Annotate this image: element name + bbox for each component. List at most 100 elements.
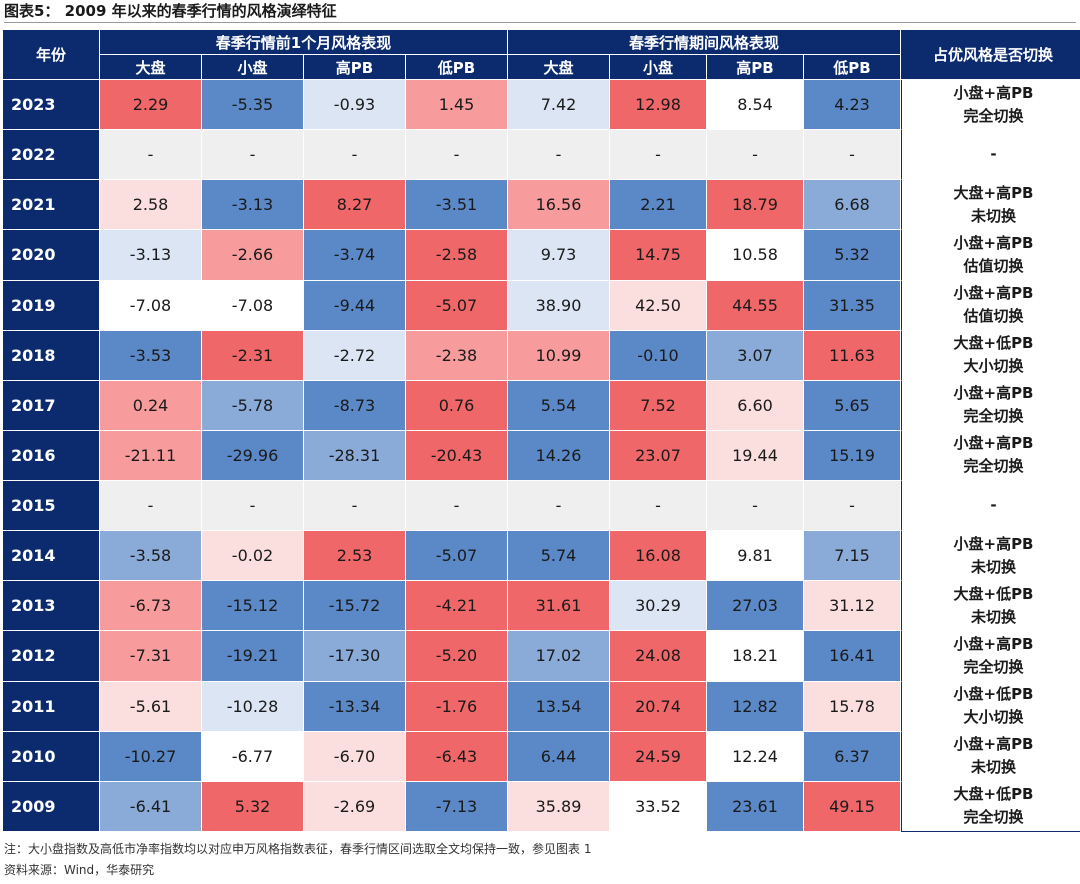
subheader-low-pb: 低PB <box>406 55 508 80</box>
row-year: 2009 <box>3 781 100 832</box>
row-year: 2012 <box>3 631 100 682</box>
value-cell: 7.52 <box>610 380 707 431</box>
switch-cell: 小盘+低PB 大小切换 <box>901 681 1080 732</box>
row-year: 2010 <box>3 731 100 782</box>
value-cell: 31.35 <box>804 280 901 331</box>
value-cell: 13.54 <box>508 681 610 732</box>
value-cell: - <box>304 130 406 181</box>
switch-cell: 小盘+高PB 完全切换 <box>901 631 1080 682</box>
value-cell: - <box>406 481 508 532</box>
value-cell: 23.61 <box>707 781 804 832</box>
value-cell: 24.08 <box>610 631 707 682</box>
value-cell: -2.69 <box>304 781 406 832</box>
value-cell: 23.07 <box>610 430 707 481</box>
value-cell: 9.81 <box>707 531 804 582</box>
value-cell: 18.79 <box>707 180 804 231</box>
switch-cell: 小盘+高PB 完全切换 <box>901 380 1080 431</box>
switch-text: 完全切换 <box>963 657 1024 676</box>
switch-text: 大小切换 <box>963 357 1024 376</box>
value-cell: -15.12 <box>202 581 304 632</box>
value-cell: 14.26 <box>508 430 610 481</box>
value-cell: - <box>804 481 901 532</box>
switch-text: 小盘+高PB <box>953 434 1034 453</box>
row-year: 2023 <box>3 80 100 131</box>
value-cell: 5.32 <box>202 781 304 832</box>
value-cell: - <box>610 130 707 181</box>
switch-cell: - <box>901 130 1080 181</box>
value-cell: 6.68 <box>804 180 901 231</box>
value-cell: -3.53 <box>100 330 202 381</box>
value-cell: 11.63 <box>804 330 901 381</box>
value-cell: -8.73 <box>304 380 406 431</box>
value-cell: 10.99 <box>508 330 610 381</box>
switch-cell: 小盘+高PB 完全切换 <box>901 80 1080 131</box>
switch-text: 未切换 <box>970 206 1016 225</box>
value-cell: 2.21 <box>610 180 707 231</box>
data-source: 资料来源：Wind，华泰研究 <box>4 863 155 877</box>
value-cell: 20.74 <box>610 681 707 732</box>
subheader-high-pb: 高PB <box>707 55 804 80</box>
style-table: 年份 春季行情前1个月风格表现 春季行情期间风格表现 占优风格是否切换 大盘 小… <box>3 30 1080 832</box>
value-cell: -20.43 <box>406 430 508 481</box>
value-cell: 27.03 <box>707 581 804 632</box>
value-cell: -10.28 <box>202 681 304 732</box>
value-cell: -3.13 <box>202 180 304 231</box>
switch-text: 完全切换 <box>963 808 1024 827</box>
value-cell: 44.55 <box>707 280 804 331</box>
header-year: 年份 <box>3 30 100 80</box>
value-cell: 12.82 <box>707 681 804 732</box>
value-cell: - <box>202 130 304 181</box>
value-cell: 31.12 <box>804 581 901 632</box>
switch-text: 小盘+低PB <box>953 685 1034 704</box>
switch-cell: - <box>901 481 1080 532</box>
value-cell: - <box>610 481 707 532</box>
value-cell: -6.41 <box>100 781 202 832</box>
value-cell: -6.73 <box>100 581 202 632</box>
switch-text: 小盘+高PB <box>953 284 1034 303</box>
value-cell: 49.15 <box>804 781 901 832</box>
value-cell: -7.13 <box>406 781 508 832</box>
switch-text: 小盘+高PB <box>953 83 1034 102</box>
row-year: 2016 <box>3 430 100 481</box>
switch-cell: 大盘+低PB 大小切换 <box>901 330 1080 381</box>
row-year: 2017 <box>3 380 100 431</box>
switch-text: 大盘+低PB <box>953 584 1034 603</box>
switch-cell: 小盘+高PB 估值切换 <box>901 280 1080 331</box>
switch-text: 小盘+高PB <box>953 634 1034 653</box>
switch-text: 完全切换 <box>963 106 1024 125</box>
value-cell: - <box>202 481 304 532</box>
subheader-large-cap: 大盘 <box>100 55 202 80</box>
title-divider <box>4 22 1076 23</box>
value-cell: - <box>406 130 508 181</box>
value-cell: -3.74 <box>304 230 406 281</box>
switch-text: 估值切换 <box>963 256 1024 275</box>
row-year: 2019 <box>3 280 100 331</box>
value-cell: 2.53 <box>304 531 406 582</box>
value-cell: -10.27 <box>100 731 202 782</box>
value-cell: 2.58 <box>100 180 202 231</box>
switch-cell: 小盘+高PB 未切换 <box>901 531 1080 582</box>
value-cell: 6.60 <box>707 380 804 431</box>
value-cell: 8.27 <box>304 180 406 231</box>
value-cell: -6.70 <box>304 731 406 782</box>
value-cell: -21.11 <box>100 430 202 481</box>
switch-text: 大小切换 <box>963 708 1024 727</box>
value-cell: 5.54 <box>508 380 610 431</box>
value-cell: -0.10 <box>610 330 707 381</box>
value-cell: 0.76 <box>406 380 508 431</box>
switch-text: 大盘+低PB <box>953 785 1034 804</box>
switch-text: 小盘+高PB <box>953 233 1034 252</box>
row-year: 2015 <box>3 481 100 532</box>
value-cell: 31.61 <box>508 581 610 632</box>
value-cell: -7.08 <box>100 280 202 331</box>
switch-text: 大盘+高PB <box>953 183 1034 202</box>
value-cell: -28.31 <box>304 430 406 481</box>
value-cell: -5.07 <box>406 531 508 582</box>
subheader-high-pb: 高PB <box>304 55 406 80</box>
value-cell: -2.31 <box>202 330 304 381</box>
value-cell: 16.41 <box>804 631 901 682</box>
value-cell: 24.59 <box>610 731 707 782</box>
value-cell: 1.45 <box>406 80 508 131</box>
header-pre-month: 春季行情前1个月风格表现 <box>100 30 508 55</box>
row-year: 2014 <box>3 531 100 582</box>
